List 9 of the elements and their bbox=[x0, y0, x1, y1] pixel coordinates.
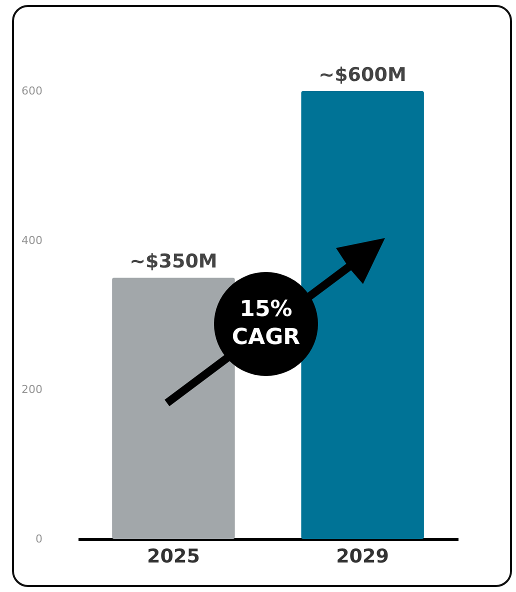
y-tick-label: 200 bbox=[22, 383, 42, 396]
x-tick-label: 2025 bbox=[147, 546, 200, 568]
y-tick-label: 600 bbox=[22, 84, 42, 98]
y-tick-label: 0 bbox=[36, 532, 42, 546]
data-label: ~$350M bbox=[130, 250, 218, 273]
y-tick-label: 400 bbox=[22, 234, 42, 247]
data-label: ~$600M bbox=[318, 64, 406, 86]
x-tick-label: 2029 bbox=[336, 546, 389, 568]
annotation: 15% CAGR bbox=[231, 296, 301, 352]
